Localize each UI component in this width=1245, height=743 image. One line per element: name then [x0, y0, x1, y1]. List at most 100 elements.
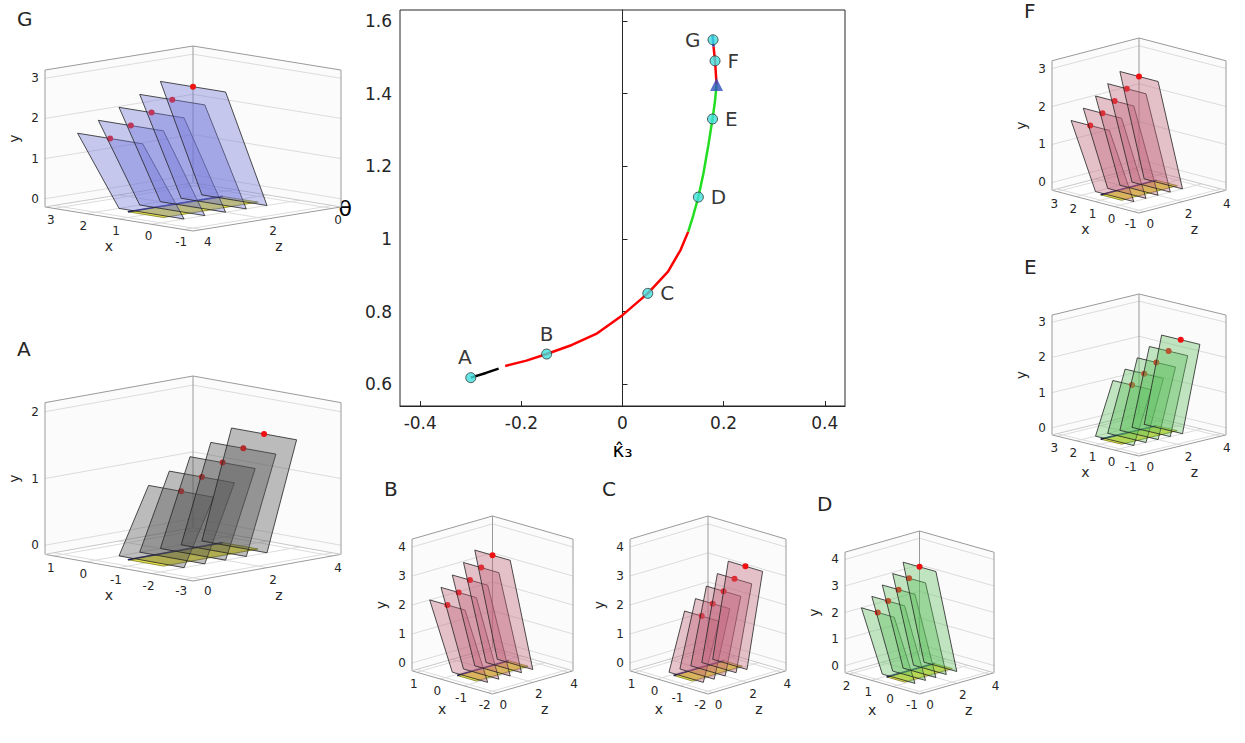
svg-text:4: 4 — [831, 552, 839, 566]
svg-text:z: z — [1191, 221, 1198, 237]
svg-text:2: 2 — [31, 111, 39, 125]
svg-text:B: B — [384, 477, 398, 501]
svg-text:-1: -1 — [110, 573, 122, 587]
svg-text:1.6: 1.6 — [365, 11, 392, 31]
svg-text:0: 0 — [31, 538, 39, 552]
svg-text:2: 2 — [269, 573, 277, 587]
svg-text:B: B — [540, 322, 554, 346]
svg-text:0: 0 — [616, 656, 624, 670]
svg-text:0: 0 — [334, 213, 342, 227]
svg-text:2: 2 — [1038, 350, 1046, 364]
svg-text:1: 1 — [31, 152, 39, 166]
svg-text:3: 3 — [831, 579, 839, 593]
svg-text:-1: -1 — [906, 698, 918, 712]
svg-text:κ̂₃: κ̂₃ — [613, 438, 633, 462]
svg-text:D: D — [711, 185, 726, 209]
svg-text:F: F — [728, 49, 740, 73]
svg-text:0: 0 — [204, 584, 212, 598]
svg-text:1: 1 — [1038, 137, 1046, 151]
svg-text:E: E — [725, 107, 738, 131]
svg-text:2: 2 — [398, 598, 406, 612]
svg-text:A: A — [458, 345, 472, 369]
svg-text:1: 1 — [831, 632, 839, 646]
svg-text:x: x — [105, 587, 113, 603]
svg-text:-1: -1 — [1125, 460, 1137, 474]
svg-text:z: z — [275, 587, 282, 603]
svg-text:-1: -1 — [1125, 217, 1137, 231]
svg-text:2: 2 — [1185, 207, 1193, 221]
svg-text:2: 2 — [831, 606, 839, 620]
svg-text:4: 4 — [1223, 441, 1231, 455]
svg-text:F: F — [1024, 0, 1036, 23]
svg-text:2: 2 — [1070, 446, 1078, 460]
svg-text:4: 4 — [570, 677, 578, 691]
svg-text:C: C — [602, 477, 616, 501]
svg-text:3: 3 — [47, 213, 55, 227]
svg-text:0: 0 — [1038, 421, 1046, 435]
svg-text:4: 4 — [783, 677, 791, 691]
svg-text:4: 4 — [334, 561, 342, 575]
svg-text:0: 0 — [1146, 460, 1154, 474]
svg-text:0: 0 — [1146, 217, 1154, 231]
svg-text:z: z — [541, 701, 548, 717]
svg-text:1.4: 1.4 — [365, 84, 392, 104]
svg-text:3: 3 — [398, 569, 406, 583]
svg-text:0: 0 — [398, 656, 406, 670]
svg-text:y: y — [1013, 371, 1029, 379]
svg-text:G: G — [685, 28, 701, 52]
svg-text:0: 0 — [500, 698, 508, 712]
svg-text:2: 2 — [269, 224, 277, 238]
svg-text:1: 1 — [1038, 386, 1046, 400]
svg-text:y: y — [1013, 121, 1029, 129]
svg-text:z: z — [755, 701, 762, 717]
svg-text:4: 4 — [398, 540, 406, 554]
svg-text:A: A — [17, 337, 31, 361]
svg-text:-0.2: -0.2 — [505, 413, 538, 433]
svg-text:0: 0 — [1108, 455, 1116, 469]
svg-text:z: z — [1191, 464, 1198, 480]
svg-text:G: G — [17, 7, 33, 31]
svg-text:0: 0 — [617, 413, 628, 433]
svg-text:0: 0 — [31, 192, 39, 206]
svg-text:y: y — [6, 474, 22, 482]
svg-text:1: 1 — [381, 229, 392, 249]
svg-text:z: z — [275, 238, 282, 254]
svg-text:-2: -2 — [143, 579, 155, 593]
svg-text:3: 3 — [1038, 315, 1046, 329]
svg-text:-2: -2 — [694, 698, 706, 712]
svg-text:0: 0 — [145, 229, 153, 243]
svg-text:2: 2 — [80, 219, 88, 233]
svg-text:θ: θ — [339, 196, 352, 221]
svg-text:0: 0 — [831, 659, 839, 673]
svg-text:2: 2 — [843, 679, 851, 693]
svg-text:4: 4 — [616, 540, 624, 554]
svg-text:0.6: 0.6 — [365, 374, 392, 394]
svg-text:2: 2 — [1185, 450, 1193, 464]
svg-text:1: 1 — [112, 224, 120, 238]
svg-text:2: 2 — [959, 688, 967, 702]
svg-text:1: 1 — [865, 685, 873, 699]
svg-text:x: x — [105, 238, 113, 254]
svg-text:y: y — [806, 608, 822, 616]
svg-text:-1: -1 — [455, 691, 467, 705]
svg-text:1: 1 — [616, 627, 624, 641]
svg-text:C: C — [660, 281, 674, 305]
svg-text:0.4: 0.4 — [811, 413, 838, 433]
svg-text:x: x — [655, 701, 663, 717]
svg-text:1: 1 — [47, 561, 55, 575]
svg-text:3: 3 — [1038, 62, 1046, 76]
svg-text:3: 3 — [1050, 197, 1058, 211]
svg-text:4: 4 — [992, 679, 1000, 693]
svg-text:2: 2 — [535, 687, 543, 701]
svg-text:x: x — [1081, 221, 1089, 237]
svg-text:-1: -1 — [671, 691, 683, 705]
svg-text:0: 0 — [926, 698, 934, 712]
svg-text:0: 0 — [651, 684, 659, 698]
svg-text:-2: -2 — [479, 698, 491, 712]
svg-text:4: 4 — [1223, 197, 1231, 211]
svg-text:-3: -3 — [175, 584, 187, 598]
svg-text:0: 0 — [80, 567, 88, 581]
svg-text:0.2: 0.2 — [710, 413, 737, 433]
svg-text:4: 4 — [204, 235, 212, 249]
svg-text:1.2: 1.2 — [365, 156, 392, 176]
